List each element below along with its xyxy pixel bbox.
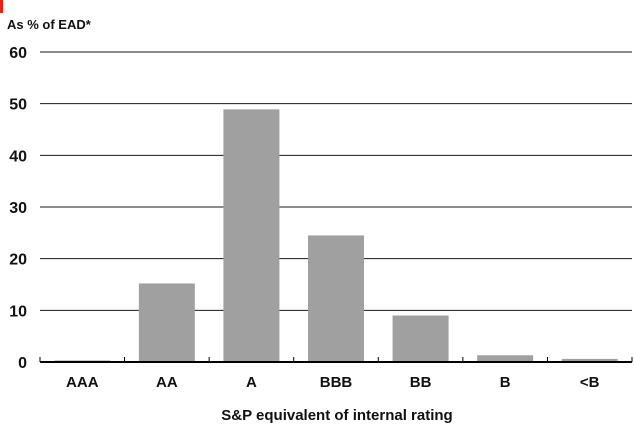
accent-marker: [0, 0, 3, 13]
x-tick-label: BB: [410, 374, 432, 391]
y-tick-label: 40: [9, 148, 27, 165]
x-tick-label: <B: [580, 374, 600, 391]
x-axis-ticks: AAA AA A BBB BB B <B: [66, 374, 600, 391]
bar-b: [477, 355, 534, 362]
bars: [54, 109, 618, 362]
bar-a: [223, 109, 280, 362]
x-tick-label: AA: [156, 374, 178, 391]
y-tick-label: 0: [18, 355, 27, 372]
gridlines: [40, 51, 632, 311]
x-tick-label: A: [246, 374, 257, 391]
y-tick-label: 30: [9, 200, 27, 217]
y-axis-ticks: 0 10 20 30 40 50 60: [9, 45, 27, 372]
y-tick-label: 50: [9, 97, 27, 114]
x-tick-label: BBB: [320, 374, 353, 391]
bar-aa: [138, 283, 195, 362]
bar-bbb: [308, 235, 364, 362]
y-tick-label: 10: [9, 303, 27, 320]
y-tick-label: 60: [9, 45, 27, 62]
x-axis-title: S&P equivalent of internal rating: [221, 407, 452, 424]
bar-ltb: [561, 358, 618, 362]
bar-bb: [392, 315, 449, 362]
x-tick-label: AAA: [66, 374, 99, 391]
y-axis-unit-label: As % of EAD*: [7, 17, 92, 32]
x-axis: [39, 357, 633, 363]
y-tick-label: 20: [9, 252, 27, 269]
x-tick-label: B: [500, 374, 511, 391]
